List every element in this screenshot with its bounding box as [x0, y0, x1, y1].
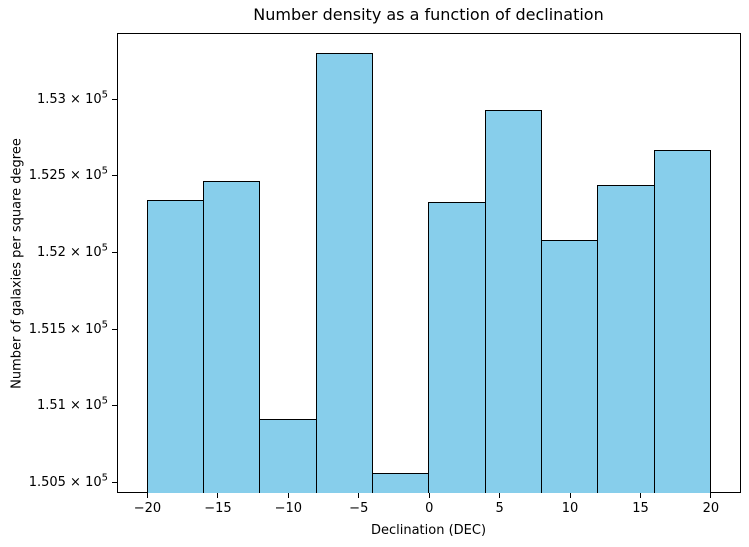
histogram-bar	[259, 419, 317, 493]
y-tick-label: 1.525 × 105	[28, 165, 108, 184]
histogram-bar	[147, 200, 204, 493]
y-tick	[112, 251, 117, 253]
x-tick	[499, 493, 501, 498]
y-tick	[112, 405, 117, 407]
y-tick-exponent: 5	[101, 395, 108, 407]
x-tick-label: 0	[425, 500, 434, 516]
histogram-bar	[428, 202, 486, 493]
histogram-bar	[372, 473, 429, 493]
x-tick-label: 20	[702, 500, 720, 516]
y-tick	[112, 175, 117, 177]
y-tick-exponent: 5	[101, 165, 108, 177]
y-tick	[112, 98, 117, 100]
x-tick-label: −5	[349, 500, 369, 516]
histogram-bar	[597, 185, 655, 493]
y-tick-label: 1.53 × 105	[36, 89, 108, 107]
histogram-bar	[654, 150, 711, 493]
histogram-bar	[316, 53, 373, 493]
y-tick-label: 1.505 × 105	[28, 472, 108, 490]
x-tick	[569, 493, 571, 498]
x-tick	[639, 493, 641, 498]
histogram-bar	[203, 181, 260, 493]
y-tick-exponent: 5	[101, 242, 108, 254]
histogram-bar	[485, 110, 542, 493]
x-tick	[287, 493, 289, 498]
y-tick-exponent: 5	[101, 89, 108, 101]
x-tick-label: 10	[561, 500, 579, 516]
chart-title: Number density as a function of declinat…	[253, 5, 604, 24]
x-tick-label: −20	[133, 500, 162, 516]
y-tick-label: 1.51 × 105	[36, 395, 108, 414]
x-tick	[710, 493, 712, 498]
x-tick-label: 15	[632, 500, 649, 516]
x-tick-label: −15	[204, 500, 232, 516]
x-axis-label: Declination (DEC)	[370, 523, 487, 538]
x-tick-label: 5	[495, 500, 504, 516]
x-tick	[217, 493, 219, 498]
y-tick	[112, 328, 117, 330]
y-tick	[112, 481, 117, 483]
x-tick	[428, 493, 430, 498]
y-tick-exponent: 5	[101, 319, 108, 331]
y-tick-label: 1.515 × 105	[28, 319, 108, 337]
x-tick	[146, 493, 148, 498]
x-tick	[358, 493, 360, 498]
x-tick-label: −10	[274, 500, 303, 516]
y-tick-label: 1.52 × 105	[36, 242, 108, 260]
y-tick-exponent: 5	[101, 472, 108, 484]
histogram-bar	[541, 240, 598, 493]
